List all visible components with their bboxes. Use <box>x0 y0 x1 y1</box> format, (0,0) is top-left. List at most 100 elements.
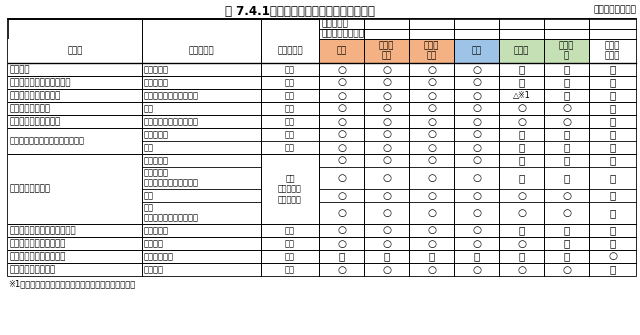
Bar <box>8 63 636 76</box>
Text: ○: ○ <box>517 117 526 127</box>
Text: 貸付
（住宅金融
支援機構）: 貸付 （住宅金融 支援機構） <box>278 174 302 204</box>
Text: －: － <box>609 104 616 114</box>
Text: 建設・購入: 建設・購入 <box>144 130 169 139</box>
Text: 耐震改修: 耐震改修 <box>144 265 164 274</box>
Bar <box>8 154 636 167</box>
Text: 住宅耐震化促進事業: 住宅耐震化促進事業 <box>10 265 56 274</box>
Text: ○: ○ <box>472 117 481 127</box>
Text: ○: ○ <box>562 104 571 114</box>
Text: ○: ○ <box>472 239 481 249</box>
Text: ○: ○ <box>427 130 436 139</box>
Text: ○: ○ <box>382 65 391 74</box>
Text: ○: ○ <box>337 142 346 152</box>
Bar <box>8 224 636 237</box>
Text: 貸付: 貸付 <box>285 117 295 126</box>
Text: 補修
〈高齢者向け返済特例〉: 補修 〈高齢者向け返済特例〉 <box>144 203 199 223</box>
Text: 公費解体: 公費解体 <box>10 65 31 74</box>
Text: ○: ○ <box>472 155 481 165</box>
Text: －: － <box>609 208 616 218</box>
Bar <box>319 29 636 39</box>
Text: 給付: 給付 <box>285 91 295 100</box>
Text: ○: ○ <box>337 225 346 236</box>
Text: 制度の対象: 制度の対象 <box>321 19 348 28</box>
Text: 半壊: 半壊 <box>472 47 482 56</box>
Text: ○: ○ <box>382 117 391 127</box>
Bar <box>8 76 636 89</box>
Text: ○: ○ <box>382 239 391 249</box>
Text: ○: ○ <box>337 265 346 274</box>
Text: 大規模
半壊: 大規模 半壊 <box>379 41 394 61</box>
Text: ○: ○ <box>472 191 481 201</box>
Text: 全壊: 全壊 <box>337 47 347 56</box>
Text: 給付: 給付 <box>285 252 295 261</box>
Text: －: － <box>563 130 570 139</box>
Text: 被災者住宅応急修理制度: 被災者住宅応急修理制度 <box>10 239 67 248</box>
Text: 建設・購入: 建設・購入 <box>144 226 169 235</box>
Text: 支援の種類: 支援の種類 <box>277 47 303 56</box>
Text: ○: ○ <box>382 173 391 183</box>
Text: ○: ○ <box>517 239 526 249</box>
Text: ○: ○ <box>382 265 391 274</box>
Text: 宅地等の復旧: 宅地等の復旧 <box>144 252 174 261</box>
Text: ○: ○ <box>337 117 346 127</box>
Bar <box>261 39 319 63</box>
Text: －: － <box>609 225 616 236</box>
Text: －: － <box>609 90 616 100</box>
Text: ○: ○ <box>382 90 391 100</box>
Text: 表 7.4.1　住宅復興に向けた主な支援制度: 表 7.4.1 住宅復興に向けた主な支援制度 <box>225 5 375 18</box>
Bar <box>8 202 636 224</box>
Text: 解体・撤去: 解体・撤去 <box>144 78 169 87</box>
Text: －: － <box>563 155 570 165</box>
Text: ○: ○ <box>562 265 571 274</box>
Text: －: － <box>609 130 616 139</box>
Text: 給付: 給付 <box>285 226 295 235</box>
Text: －: － <box>563 239 570 249</box>
Text: －: － <box>518 142 525 152</box>
Text: －: － <box>609 117 616 127</box>
Text: ○: ○ <box>472 77 481 87</box>
Text: ○: ○ <box>562 191 571 201</box>
Text: ○: ○ <box>517 104 526 114</box>
Bar <box>409 39 454 63</box>
Text: ○: ○ <box>382 130 391 139</box>
Bar <box>589 39 636 63</box>
Text: －: － <box>339 252 344 262</box>
Text: 給付: 給付 <box>285 130 295 139</box>
Text: －: － <box>609 77 616 87</box>
Text: －: － <box>518 65 525 74</box>
Text: ○: ○ <box>427 155 436 165</box>
Bar <box>8 128 636 141</box>
Text: －: － <box>609 265 616 274</box>
Text: ○: ○ <box>382 77 391 87</box>
Text: 貸付: 貸付 <box>285 104 295 113</box>
Text: 災害復興住宅融資: 災害復興住宅融資 <box>10 185 51 194</box>
Text: －: － <box>474 252 479 262</box>
Bar <box>319 39 364 63</box>
Text: ○: ○ <box>608 252 617 262</box>
Bar <box>8 19 636 276</box>
Text: 母子父子寡婦福祉資金: 母子父子寡婦福祉資金 <box>10 117 61 126</box>
Text: ○: ○ <box>472 208 481 218</box>
Bar <box>8 102 636 115</box>
Text: ○: ○ <box>382 155 391 165</box>
Text: 資料：国土交通省: 資料：国土交通省 <box>593 5 636 14</box>
Bar <box>8 141 636 154</box>
Text: ○: ○ <box>472 104 481 114</box>
Text: －: － <box>563 77 570 87</box>
Text: ○: ○ <box>337 90 346 100</box>
Text: 給付: 給付 <box>285 143 295 152</box>
Text: ○: ○ <box>427 239 436 249</box>
Text: 準半壊: 準半壊 <box>514 47 529 56</box>
Text: ○: ○ <box>517 265 526 274</box>
Text: 生活福祉資金貸付: 生活福祉資金貸付 <box>10 104 51 113</box>
Text: －: － <box>563 173 570 183</box>
Text: ○: ○ <box>517 191 526 201</box>
Text: ○: ○ <box>337 239 346 249</box>
Text: ○: ○ <box>427 117 436 127</box>
Text: ○: ○ <box>337 77 346 87</box>
Bar <box>8 115 636 128</box>
Text: ○: ○ <box>472 130 481 139</box>
Text: 被災者生活再建支援金: 被災者生活再建支援金 <box>10 91 61 100</box>
Text: －: － <box>383 252 390 262</box>
Text: △※1: △※1 <box>513 91 531 100</box>
